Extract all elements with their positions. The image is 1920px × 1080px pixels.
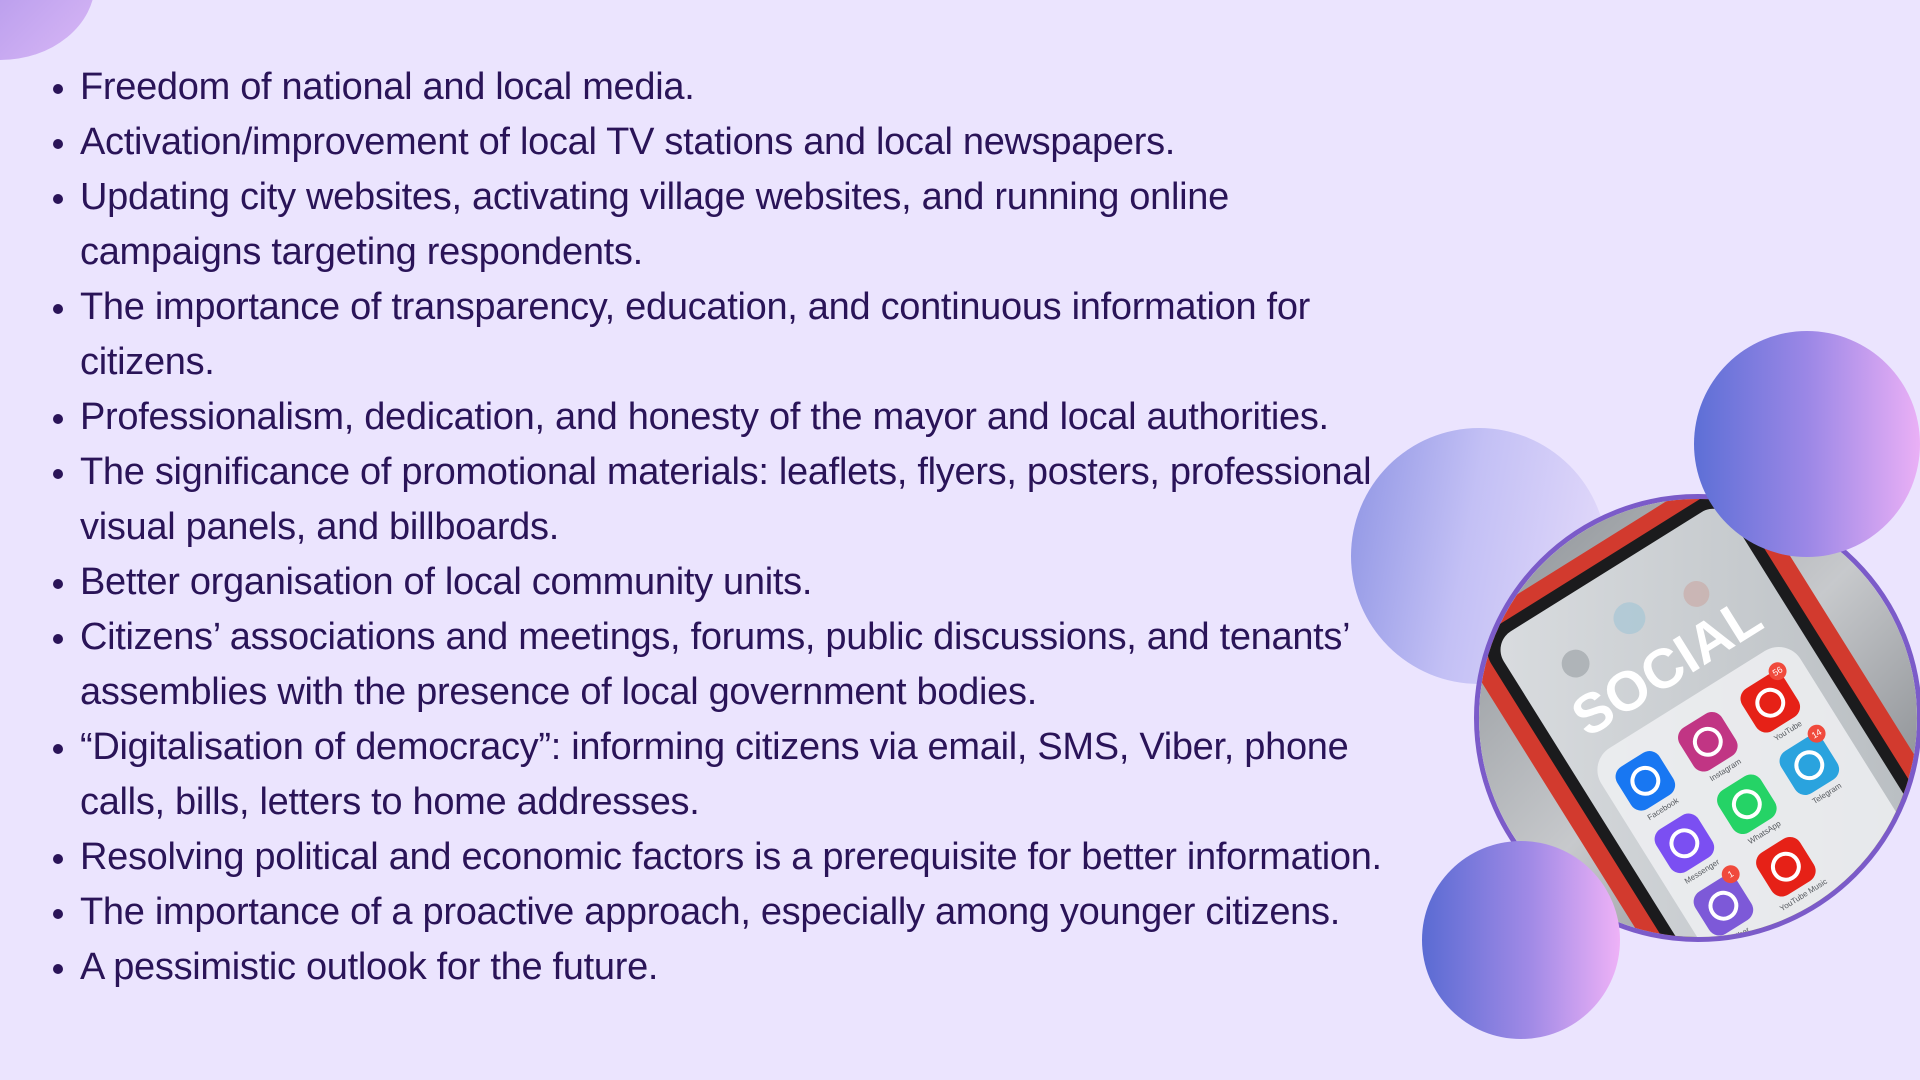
- notification-badge-count: 14: [1810, 727, 1824, 741]
- decorative-bubble-bottom: [1422, 841, 1620, 1039]
- social-media-phone-photo: SOCIAL Facebook Instagram YouTube 56 Messeng…: [1474, 494, 1920, 942]
- list-item: Professionalism, dedication, and honesty…: [80, 390, 1400, 445]
- list-item: The importance of a proactive approach, …: [80, 885, 1400, 940]
- list-item: Updating city websites, activating villa…: [80, 170, 1400, 280]
- notification-badge: [1807, 724, 1826, 743]
- list-item: Better organisation of local community u…: [80, 555, 1400, 610]
- list-item: Resolving political and economic factors…: [80, 830, 1400, 885]
- notification-badge: [1768, 662, 1787, 681]
- notification-badge: [1721, 865, 1740, 884]
- phone-illustration: SOCIAL FacebookInstagramYouTube56Messeng…: [1479, 499, 1917, 937]
- notification-badge-count: 1: [1726, 869, 1736, 880]
- decorative-bubble-top: [1694, 331, 1920, 557]
- corner-decoration: [0, 0, 95, 60]
- app-label: Viber: [1731, 925, 1752, 937]
- list-item: The importance of transparency, educatio…: [80, 280, 1400, 390]
- list-item: Activation/improvement of local TV stati…: [80, 115, 1400, 170]
- list-item: A pessimistic outlook for the future.: [80, 940, 1400, 995]
- notification-badge-count: 56: [1771, 664, 1785, 678]
- list-item: “Digitalisation of democracy”: informing…: [80, 720, 1400, 830]
- list-item: The significance of promotional material…: [80, 445, 1400, 555]
- list-item: Citizens’ associations and meetings, for…: [80, 610, 1400, 720]
- viber-icon: Viber 1: [1693, 865, 1754, 937]
- list-item: Freedom of national and local media.: [80, 60, 1400, 115]
- bullet-list: Freedom of national and local media. Act…: [40, 60, 1400, 995]
